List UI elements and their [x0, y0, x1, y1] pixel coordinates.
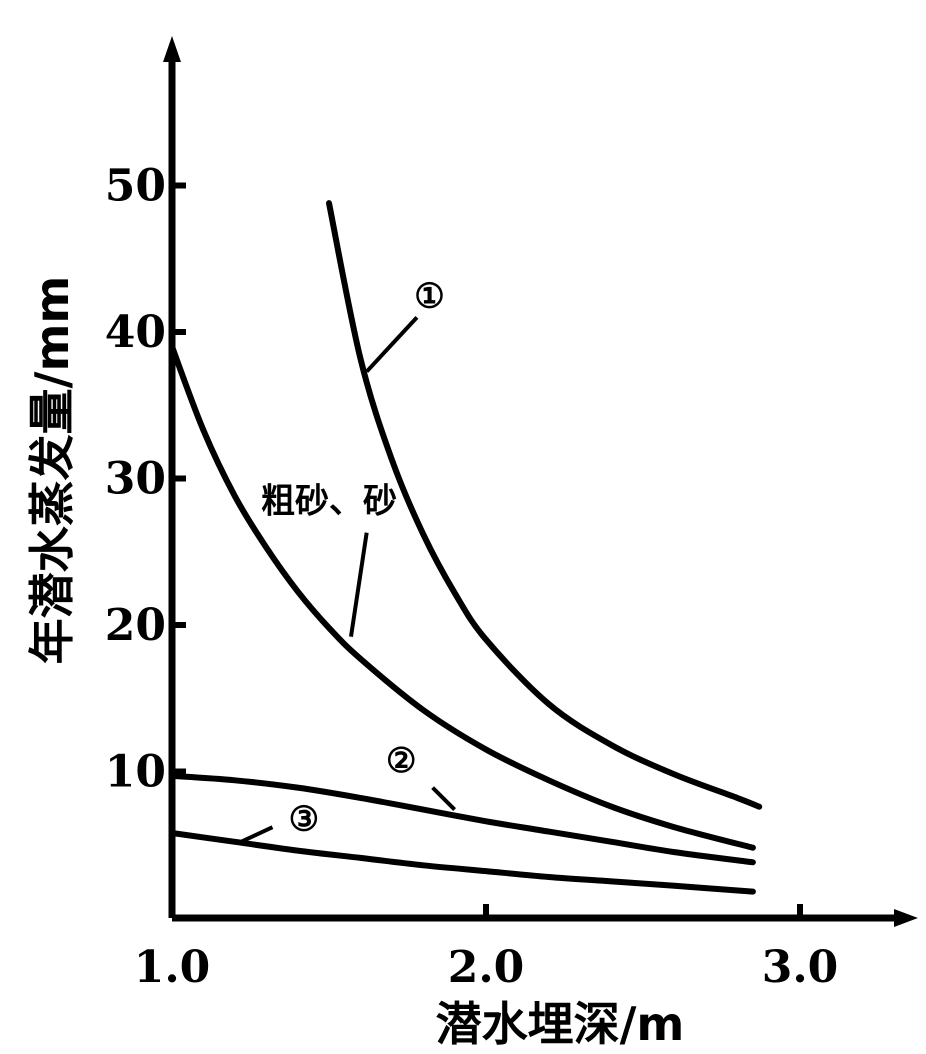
series-line-1	[326, 200, 763, 810]
annotations-group: ① 粗砂、砂 ② ③	[240, 276, 457, 844]
series-label-4: ③	[289, 799, 319, 839]
series-label-3: ②	[386, 741, 416, 781]
x-axis-arrow-icon	[894, 909, 918, 927]
y-tick-label: 10	[105, 747, 166, 798]
y-axis-arrow-icon	[163, 36, 181, 62]
x-tick-label: 3.0	[762, 942, 839, 993]
series-leader-1	[365, 315, 419, 373]
series-leader-2	[349, 532, 369, 638]
y-tick-label: 20	[105, 600, 166, 651]
series-line-4	[169, 830, 756, 895]
series-line-3	[169, 772, 756, 866]
x-tick-label: 2.0	[448, 942, 525, 993]
y-tick-label: 30	[105, 454, 166, 505]
series-leader-4	[240, 825, 274, 844]
series-label-2: 粗砂、砂	[261, 481, 397, 521]
y-tick-label: 40	[105, 307, 166, 358]
x-axis-title: 潜水埋深/m	[436, 997, 685, 1051]
x-tick-label: 1.0	[134, 942, 211, 993]
ticks-group: 10 20 30 40 50 1.0 2.0 3.0	[105, 161, 839, 994]
series-leader-3	[431, 786, 457, 812]
y-tick-label: 50	[105, 161, 166, 212]
series-line-2	[169, 343, 756, 851]
y-axis-title: 年潜水蒸发量/mm	[25, 276, 79, 665]
series-label-1: ①	[414, 276, 444, 316]
curves-group	[169, 200, 763, 895]
